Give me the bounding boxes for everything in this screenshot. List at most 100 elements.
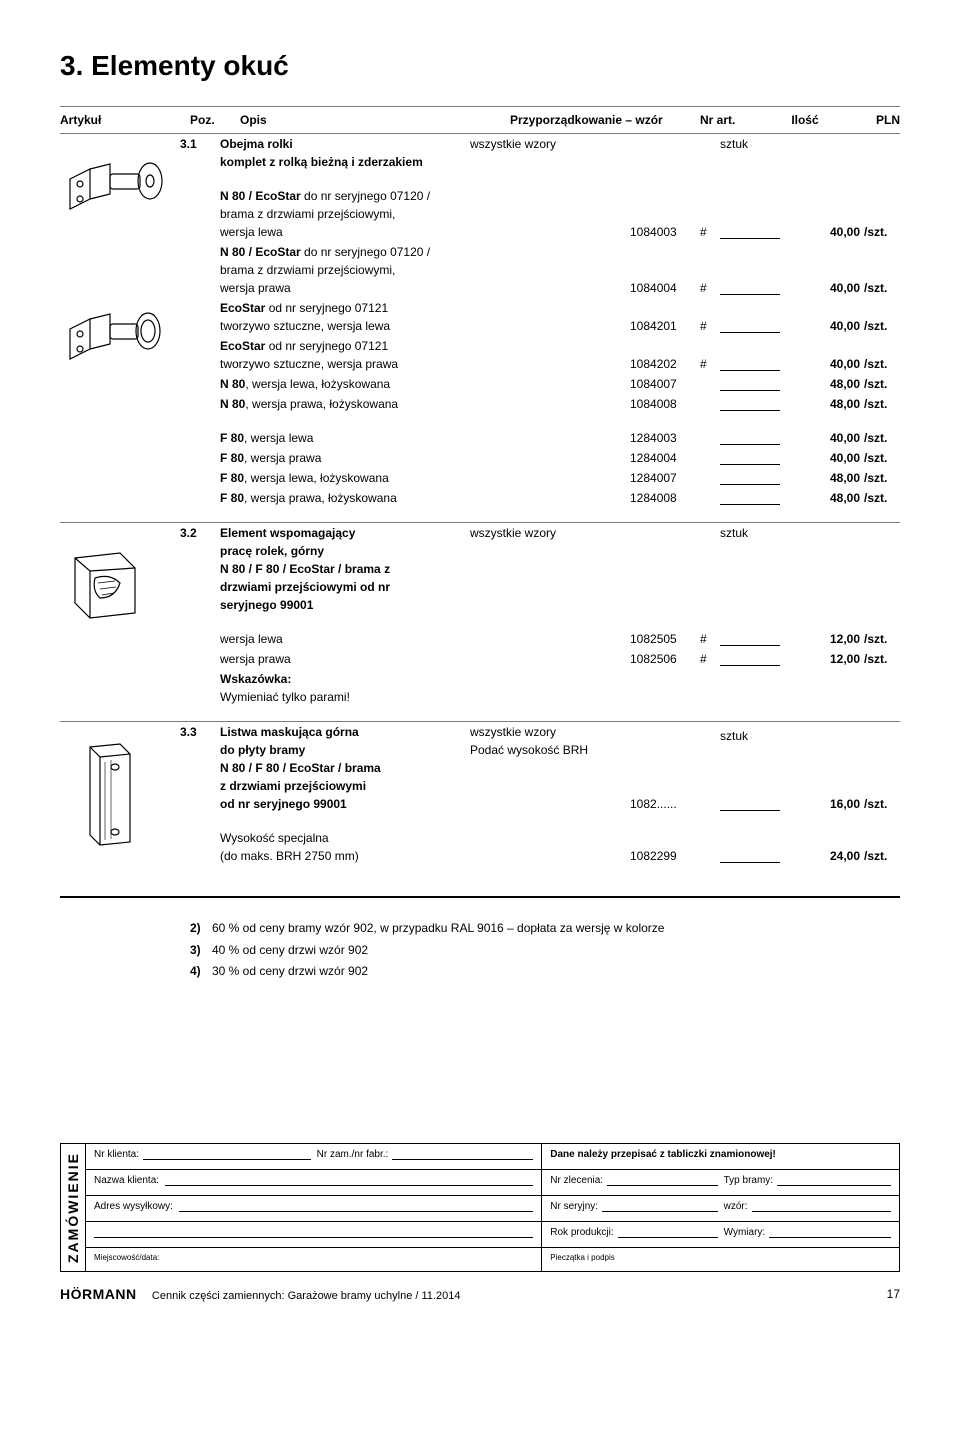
table-row: N 80 / EcoStar do nr seryjnego 07120 /br… (180, 242, 900, 298)
unit: /szt. (860, 630, 900, 648)
st-2: N 80 / F 80 / EcoStar / brama (220, 761, 381, 775)
order-side-label: ZAMÓWIENIE (61, 1144, 86, 1271)
table-row: F 80, wersja prawa128400440,00/szt. (180, 448, 900, 468)
item-title: Element wspomagający (220, 526, 355, 540)
field-typ[interactable] (777, 1175, 891, 1186)
qty-blank[interactable] (720, 634, 780, 646)
row-desc: N 80 / EcoStar do nr seryjnego 07120 /br… (220, 187, 470, 241)
qty-blank[interactable] (720, 851, 780, 863)
fn-t: 60 % od ceny bramy wzór 902, w przypadku… (212, 921, 664, 935)
qty-blank[interactable] (720, 359, 780, 371)
unit: /szt. (860, 469, 900, 487)
hash: # (700, 355, 720, 373)
qty-blank[interactable] (720, 493, 780, 505)
qty-blank[interactable] (720, 283, 780, 295)
qty-blank[interactable] (720, 654, 780, 666)
item-subtitle-4: seryjnego 99001 (220, 598, 313, 612)
qty-blank[interactable] (720, 453, 780, 465)
field-adres-2[interactable] (94, 1227, 533, 1238)
field-wzor[interactable] (752, 1201, 891, 1212)
table-row: wersja prawa1082506#12,00/szt. (180, 649, 900, 669)
lbl-wzor: wzór: (724, 1201, 748, 1212)
item-num: 3.2 (180, 524, 220, 614)
hash (700, 395, 720, 413)
hash: # (700, 630, 720, 648)
qty-blank[interactable] (720, 799, 780, 811)
sztuk-label: sztuk (720, 135, 810, 171)
qty-blank[interactable] (720, 433, 780, 445)
st-1: do płyty bramy (220, 743, 305, 757)
art-nr: 1082506 (630, 650, 700, 668)
field-nr-klienta[interactable] (143, 1149, 311, 1160)
note-label: Wskazówka: (220, 672, 291, 686)
table-row: EcoStar od nr seryjnego 07121tworzywo sz… (180, 336, 900, 374)
price: 12,00 (810, 630, 860, 648)
qty-blank[interactable] (720, 227, 780, 239)
wzor-text: wszystkie wzory (470, 524, 630, 614)
item-subtitle-2: N 80 / F 80 / EcoStar / brama z (220, 562, 390, 576)
price: 12,00 (810, 650, 860, 668)
row-desc: F 80, wersja lewa, łożyskowana (220, 469, 470, 487)
field-rok[interactable] (618, 1227, 718, 1238)
lbl-nr-zam: Nr zam./nr fabr.: (317, 1149, 389, 1160)
field-wym[interactable] (769, 1227, 891, 1238)
masking-strip-icon (75, 742, 145, 852)
footer-text: Cennik części zamiennych: Garażowe bramy… (152, 1290, 461, 1302)
row-desc: F 80, wersja prawa, łożyskowana (220, 489, 470, 507)
unit: /szt. (860, 355, 900, 373)
price: 40,00 (810, 355, 860, 373)
note-text: Wymieniać tylko parami! (220, 690, 350, 704)
lbl-piecz: Pieczątka i podpis (550, 1253, 614, 1262)
fn-n: 4) (190, 961, 212, 983)
wzor-text: wszystkie wzory (470, 135, 630, 171)
price: 40,00 (810, 279, 860, 297)
col-ilosc: Ilość (770, 113, 840, 127)
section-3-3: 3.3 Listwa maskująca górna do płyty bram… (60, 722, 900, 866)
item-subtitle-3: drzwiami przejściowymi od nr (220, 580, 390, 594)
lbl-rok: Rok produkcji: (550, 1227, 613, 1238)
price: 48,00 (810, 469, 860, 487)
sztuk-label: sztuk (720, 524, 810, 614)
price: 16,00 (810, 795, 860, 813)
price: 48,00 (810, 489, 860, 507)
qty-blank[interactable] (720, 473, 780, 485)
price: 48,00 (810, 395, 860, 413)
page-number: 17 (887, 1287, 900, 1301)
field-nazwa[interactable] (165, 1175, 533, 1186)
footnotes: 2)60 % od ceny bramy wzór 902, w przypad… (190, 918, 900, 983)
wzor-1: wszystkie wzory (470, 725, 556, 739)
lbl-nr-ser: Nr seryjny: (550, 1201, 598, 1212)
row-desc: F 80, wersja lewa (220, 429, 470, 447)
col-nr: Nr art. (700, 113, 770, 127)
row-desc: EcoStar od nr seryjnego 07121tworzywo sz… (220, 337, 470, 373)
lbl-typ: Typ bramy: (724, 1175, 773, 1186)
item-title: Listwa maskująca górna (220, 725, 359, 739)
price: 48,00 (810, 375, 860, 393)
art-nr: 1084003 (630, 223, 700, 241)
item-num: 3.1 (180, 135, 220, 171)
hash: # (700, 223, 720, 241)
page-footer: HÖRMANN Cennik części zamiennych: Garażo… (60, 1286, 900, 1302)
price: 40,00 (810, 223, 860, 241)
field-nr-ser[interactable] (602, 1201, 718, 1212)
art-nr: 1284003 (630, 429, 700, 447)
field-nr-zam[interactable] (392, 1149, 533, 1160)
qty-blank[interactable] (720, 399, 780, 411)
unit: /szt. (860, 429, 900, 447)
art-nr: 1082...... (630, 795, 700, 813)
unit: /szt. (860, 847, 900, 865)
fn-n: 2) (190, 918, 212, 940)
st-3: z drzwiami przejściowymi (220, 779, 366, 793)
field-nr-zlec[interactable] (607, 1175, 718, 1186)
unit: /szt. (860, 395, 900, 413)
unit: /szt. (860, 223, 900, 241)
wzor-2: Podać wysokość BRH (470, 743, 588, 757)
row-desc: F 80, wersja prawa (220, 449, 470, 467)
qty-blank[interactable] (720, 379, 780, 391)
art-nr: 1084201 (630, 317, 700, 335)
extra-2: (do maks. BRH 2750 mm) (220, 849, 359, 863)
lbl-nazwa: Nazwa klienta: (94, 1175, 159, 1186)
qty-blank[interactable] (720, 321, 780, 333)
lbl-adres: Adres wysyłkowy: (94, 1201, 173, 1212)
field-adres[interactable] (179, 1201, 533, 1212)
